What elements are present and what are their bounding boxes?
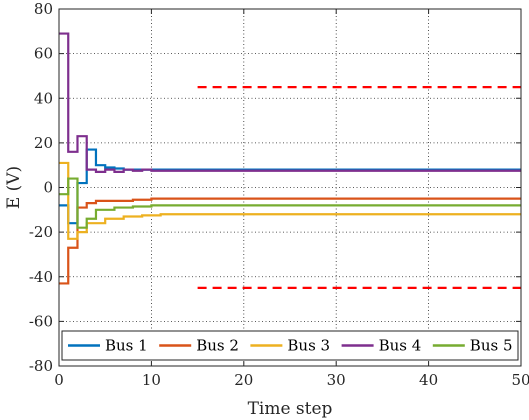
y-tick-label: 0 xyxy=(43,179,53,197)
x-tick-label: 20 xyxy=(234,371,253,389)
y-tick-label: -40 xyxy=(29,268,53,286)
legend: Bus 1 Bus 2 Bus 3 Bus 4 Bus 5 xyxy=(61,330,519,361)
legend-entry-label: Bus 5 xyxy=(470,337,513,355)
y-tick-label: 20 xyxy=(34,134,53,152)
legend-entry-label: Bus 1 xyxy=(105,337,148,355)
series-lines xyxy=(59,32,521,285)
legend-box xyxy=(61,330,519,361)
y-tick-label: 40 xyxy=(34,89,53,107)
x-tick-label: 30 xyxy=(327,371,346,389)
x-tick-label: 0 xyxy=(54,371,64,389)
series-line-2 xyxy=(59,197,521,285)
series-line-3 xyxy=(59,161,521,240)
axis-ticks: 0 10 20 30 40 50 -80 -60 -40 -20 0 20 40 60 80 xyxy=(29,0,529,389)
x-tick-label: 40 xyxy=(419,371,438,389)
y-axis-label: E (V) xyxy=(4,166,24,209)
legend-entry-label: Bus 3 xyxy=(287,337,330,355)
y-tick-label: -60 xyxy=(29,312,53,330)
y-tick-label: 80 xyxy=(34,0,53,18)
series-line-4 xyxy=(59,32,521,173)
x-axis-label: Time step xyxy=(248,399,333,419)
grid xyxy=(59,9,521,366)
legend-entry-label: Bus 4 xyxy=(379,337,422,355)
series-line-5 xyxy=(59,177,521,229)
x-tick-label: 50 xyxy=(511,371,529,389)
reference-lines xyxy=(197,85,521,290)
legend-entry-label: Bus 2 xyxy=(196,337,239,355)
y-tick-label: 60 xyxy=(34,45,53,63)
y-tick-label: -20 xyxy=(29,223,53,241)
x-tick-label: 10 xyxy=(142,371,161,389)
y-tick-label: -80 xyxy=(29,357,53,375)
